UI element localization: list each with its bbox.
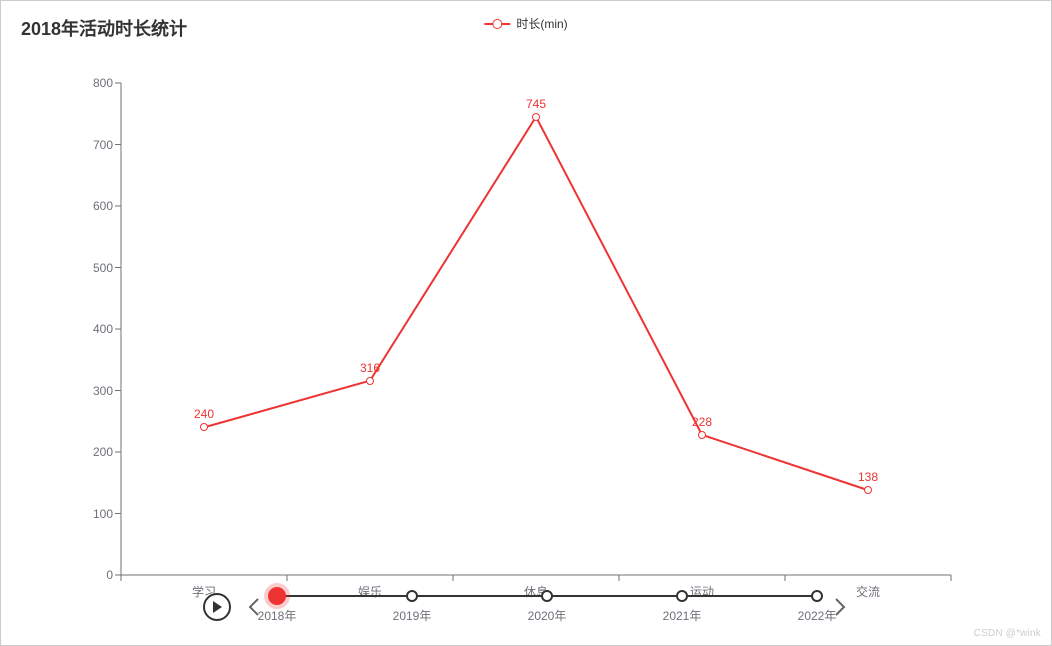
- chart-title: 2018年活动时长统计: [21, 15, 187, 41]
- timeline: 2018年 2019年 2020年 2021年 2022年: [203, 587, 849, 627]
- timeline-node[interactable]: [541, 590, 553, 602]
- y-tick-label: 600: [93, 199, 113, 213]
- chart-legend[interactable]: 时长(min): [484, 15, 567, 32]
- data-value-label: 228: [692, 415, 712, 429]
- timeline-node[interactable]: [811, 590, 823, 602]
- timeline-label: 2020年: [528, 607, 567, 624]
- watermark: CSDN @*wink: [974, 628, 1041, 639]
- data-point[interactable]: [864, 486, 872, 494]
- data-value-label: 138: [858, 470, 878, 484]
- y-tick-label: 400: [93, 322, 113, 336]
- y-tick-label: 100: [93, 507, 113, 521]
- data-value-label: 316: [360, 361, 380, 375]
- data-point[interactable]: [200, 423, 208, 431]
- legend-marker-icon: [492, 19, 502, 29]
- timeline-label: 2021年: [663, 607, 702, 624]
- y-tick-label: 800: [93, 76, 113, 90]
- y-tick-label: 0: [106, 568, 113, 582]
- chart-container: 2018年活动时长统计 时长(min) 01002003004005006007…: [0, 0, 1052, 646]
- y-tick-label: 700: [93, 138, 113, 152]
- play-icon: [212, 601, 222, 613]
- timeline-label: 2022年: [798, 607, 837, 624]
- data-point[interactable]: [698, 431, 706, 439]
- data-point[interactable]: [532, 113, 540, 121]
- y-tick-label: 300: [93, 384, 113, 398]
- legend-symbol: [484, 19, 510, 29]
- data-value-label: 745: [526, 97, 546, 111]
- timeline-node[interactable]: [268, 587, 286, 605]
- plot-svg: [121, 83, 951, 575]
- timeline-label: 2018年: [258, 607, 297, 624]
- timeline-play-button[interactable]: [203, 593, 231, 621]
- legend-label: 时长(min): [516, 15, 567, 32]
- data-point[interactable]: [366, 377, 374, 385]
- series-line: [204, 117, 868, 490]
- timeline-node[interactable]: [406, 590, 418, 602]
- y-axis-ticks: [115, 83, 121, 575]
- timeline-label: 2019年: [393, 607, 432, 624]
- plot-area: 0100200300400500600700800 学习娱乐休息运动交流 240…: [121, 83, 951, 575]
- timeline-node[interactable]: [676, 590, 688, 602]
- y-tick-label: 200: [93, 445, 113, 459]
- x-tick-label: 交流: [856, 583, 880, 600]
- timeline-track[interactable]: 2018年2019年2020年2021年2022年: [277, 587, 817, 627]
- x-axis-ticks: [121, 575, 951, 581]
- y-tick-label: 500: [93, 261, 113, 275]
- data-value-label: 240: [194, 407, 214, 421]
